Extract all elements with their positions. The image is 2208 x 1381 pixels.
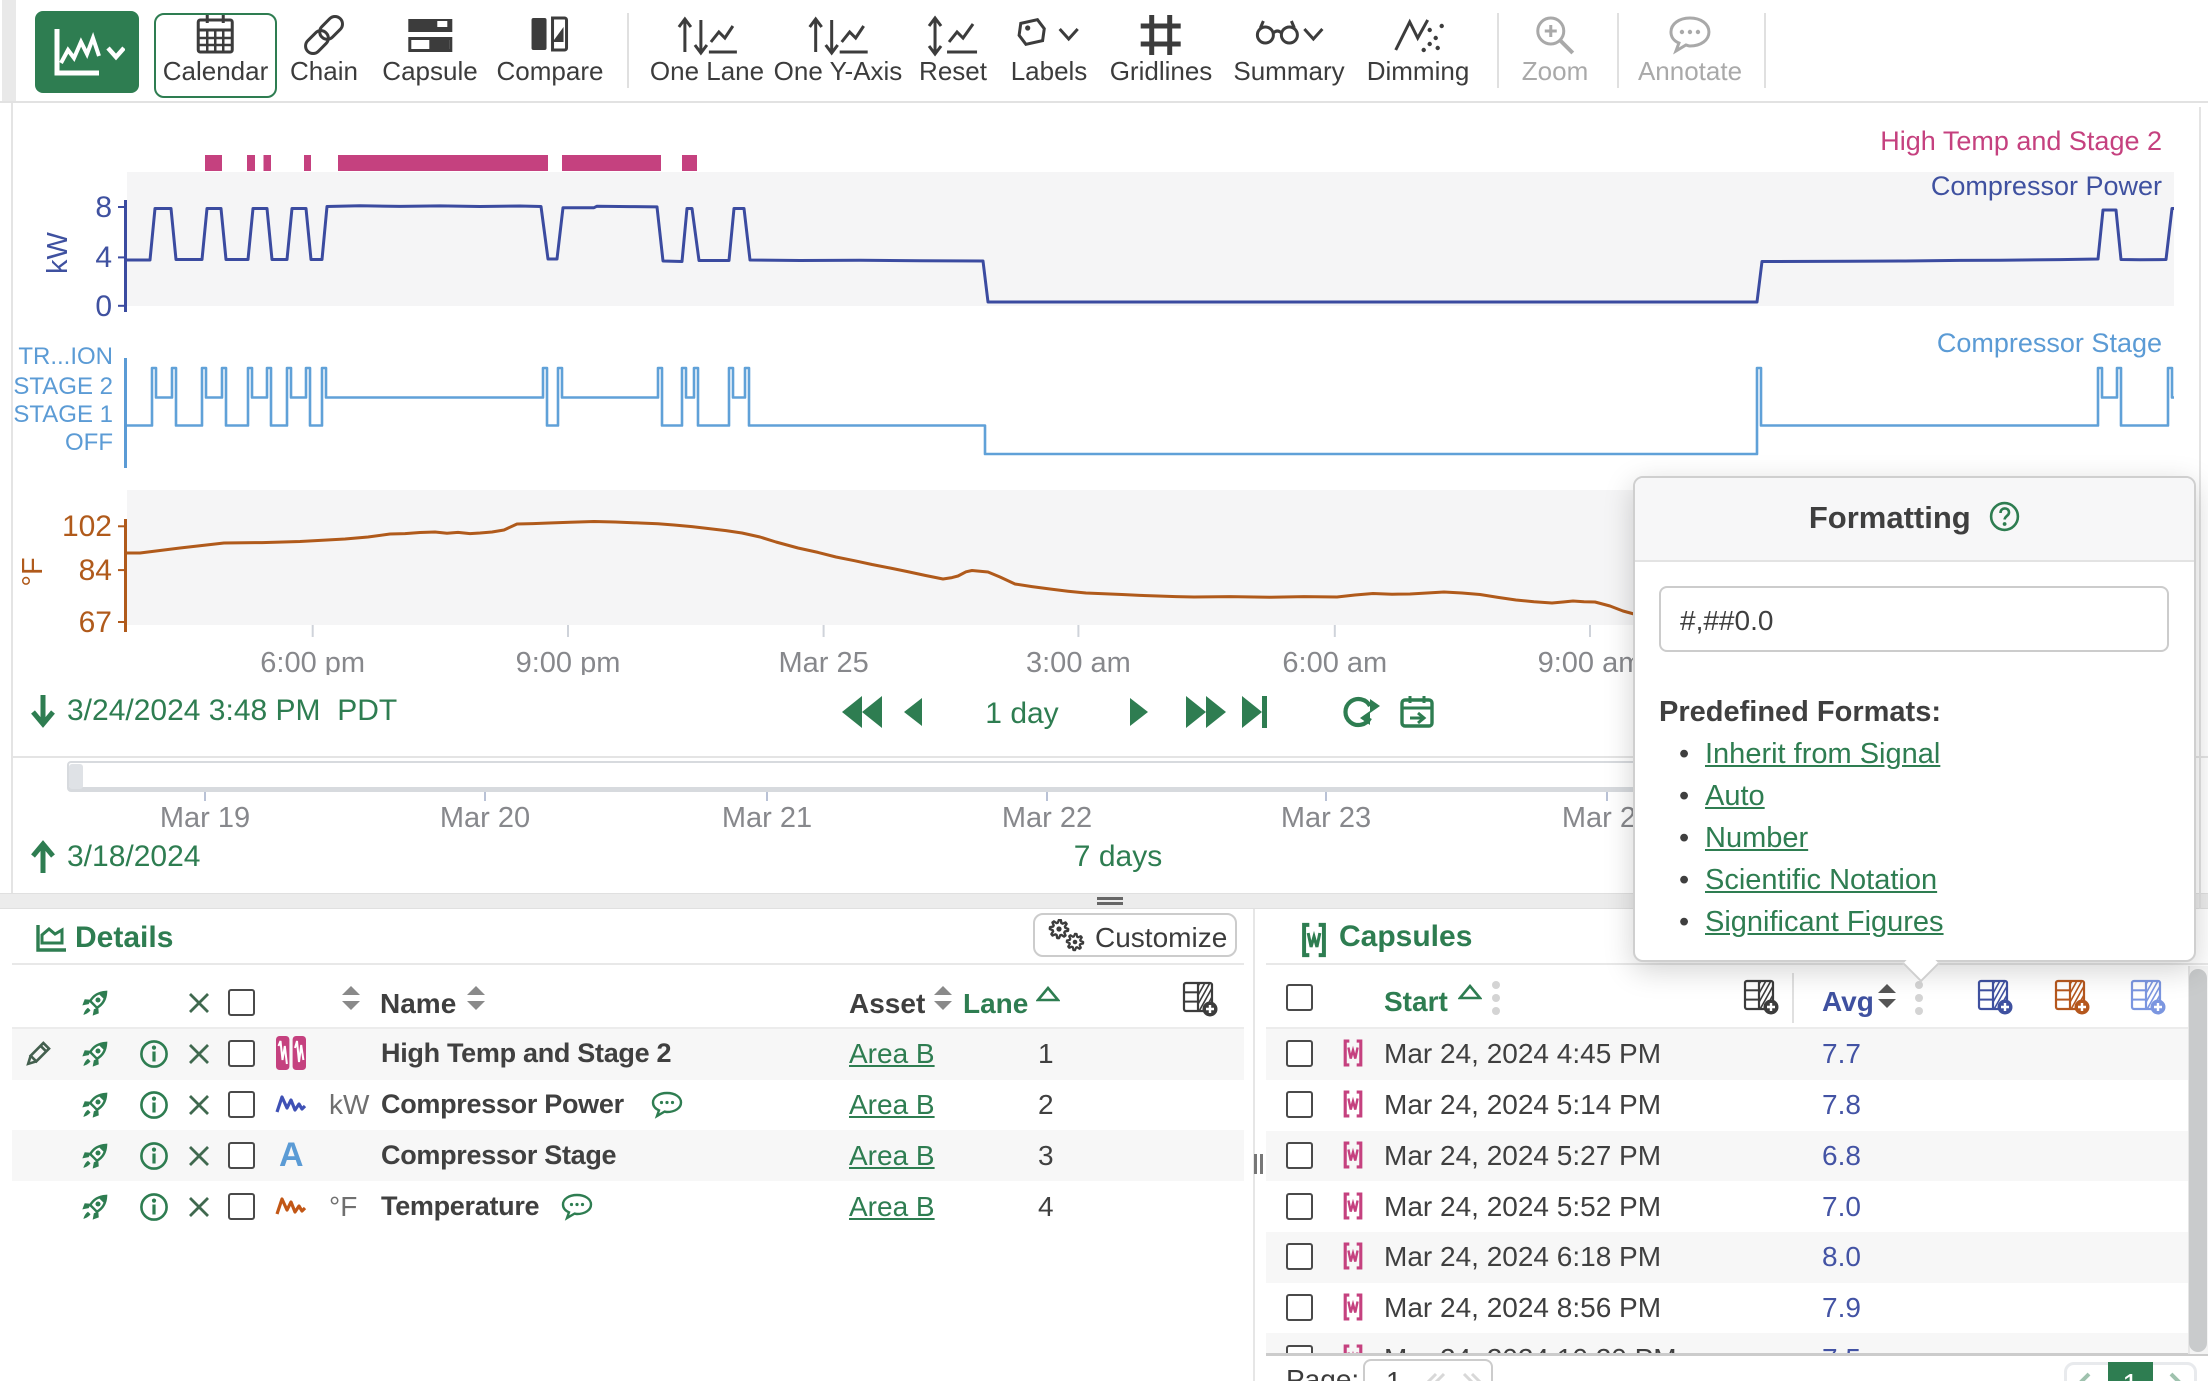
svg-text:STAGE 1: STAGE 1 — [13, 401, 113, 428]
svg-text:4: 4 — [95, 241, 112, 274]
svg-text:kW: kW — [42, 231, 74, 274]
svg-text:Compressor Stage: Compressor Stage — [1937, 328, 2162, 358]
svg-text:TR...ION: TR...ION — [18, 343, 113, 370]
svg-text:OFF: OFF — [65, 429, 113, 456]
svg-text:84: 84 — [79, 554, 112, 587]
svg-text:9:00 pm: 9:00 pm — [516, 647, 621, 675]
svg-text:0: 0 — [95, 290, 112, 323]
svg-text:3:00 am: 3:00 am — [1026, 647, 1131, 675]
svg-text:9:00 am: 9:00 am — [1538, 647, 1643, 675]
svg-text:Compressor Power: Compressor Power — [1931, 171, 2162, 201]
svg-text:102: 102 — [62, 510, 112, 543]
svg-text:1 day: 1 day — [985, 697, 1058, 730]
svg-text:High Temp and Stage 2: High Temp and Stage 2 — [1880, 126, 2162, 156]
svg-text:°F: °F — [17, 557, 49, 586]
svg-text:8: 8 — [95, 191, 112, 224]
svg-text:Mar 25: Mar 25 — [778, 647, 868, 675]
svg-text:STAGE 2: STAGE 2 — [13, 373, 113, 400]
svg-text:67: 67 — [79, 606, 112, 639]
svg-text:6:00 am: 6:00 am — [1282, 647, 1387, 675]
svg-text:6:00 pm: 6:00 pm — [260, 647, 365, 675]
